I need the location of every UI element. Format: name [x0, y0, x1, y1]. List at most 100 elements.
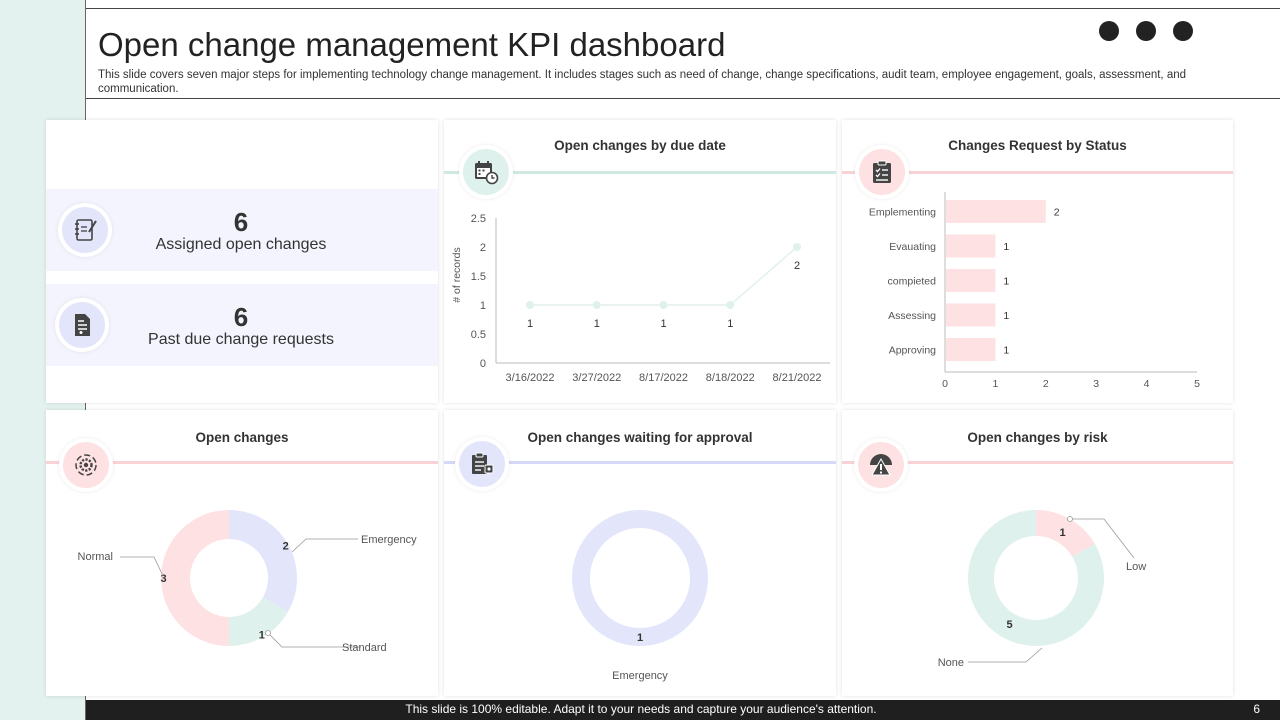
bar: [946, 200, 1046, 223]
panel-accent-line: [842, 461, 1233, 464]
x-tick-label: 3/16/2022: [506, 372, 555, 384]
panel-title: Open changes by risk: [967, 430, 1108, 445]
kpi-card-assigned: 6 Assigned open changes: [46, 189, 438, 271]
category-label: Low: [1126, 561, 1146, 573]
due-date-panel: Open changes by due date 0 0.5 1 1.5 2 2.5 # o…: [444, 120, 836, 403]
line-series: [530, 246, 798, 306]
footer-bar: This slide is 100% editable. Adapt it to…: [86, 700, 1280, 720]
data-label: 1: [1003, 276, 1009, 288]
data-label: 5: [1006, 619, 1012, 631]
category-label: None: [938, 657, 964, 669]
y-tick-label: 2: [480, 242, 486, 254]
x-tick-label: 5: [1194, 378, 1200, 390]
x-tick-label: 4: [1144, 378, 1150, 390]
category-label: Assessing: [888, 310, 936, 322]
open-changes-panel: Open changes 2 1 3 Emergency Standard Normal: [46, 410, 438, 696]
category-label: Emplementing: [869, 207, 936, 219]
page-title: Open change management KPI dashboard: [98, 26, 726, 63]
data-label: 1: [1003, 345, 1009, 357]
page-number: 6: [1253, 702, 1260, 716]
panel-accent-line: [444, 461, 836, 464]
callout-dot: [265, 630, 271, 636]
y-tick-label: 0: [480, 358, 486, 370]
y-tick-label: 2.5: [471, 213, 486, 225]
y-tick-label: 1.5: [471, 271, 486, 283]
x-tick-label: 2: [1043, 378, 1049, 390]
kpi-value: 6: [233, 207, 249, 237]
category-label: Evauating: [889, 241, 936, 253]
bar: [946, 338, 996, 361]
footer-text: This slide is 100% editable. Adapt it to…: [405, 702, 877, 716]
callout-line: [1070, 518, 1135, 559]
data-label: 2: [1054, 207, 1060, 219]
x-tick-label: 8/17/2022: [639, 372, 688, 384]
bar: [946, 234, 996, 258]
donut-slice: [1036, 510, 1095, 557]
donut-slice: [968, 510, 1104, 646]
panel-title: Open changes by due date: [554, 138, 726, 153]
x-tick-label: 3: [1093, 378, 1099, 390]
donut-chart-risk: 1 5 Low None: [938, 510, 1146, 669]
data-label: 2: [794, 260, 800, 272]
y-tick-label: 0.5: [471, 329, 486, 341]
waiting-approval-panel: Open changes waiting for approval 1 Emerg…: [444, 410, 836, 696]
donut-chart-open-changes: 2 1 3 Emergency Standard Normal: [78, 510, 417, 654]
line-point: [659, 301, 668, 309]
gear-cycle-icon: [63, 442, 109, 488]
kpi-panel: 6 Assigned open changes 6 Past due chang…: [46, 120, 438, 403]
data-label: 1: [1003, 241, 1009, 253]
dot-icon: [1173, 21, 1193, 41]
donut-chart-waiting-approval: 1 Emergency: [572, 510, 708, 682]
notebook-pen-icon: [62, 207, 108, 253]
bar: [946, 303, 996, 327]
category-label: Emergency: [612, 670, 668, 682]
panel-title: Open changes: [195, 430, 289, 445]
line-point: [592, 301, 601, 309]
data-label: 1: [594, 318, 600, 330]
data-label: 3: [160, 573, 166, 585]
category-label: Normal: [78, 551, 113, 563]
risk-panel: Open changes by risk 1 5 Low None: [842, 410, 1233, 696]
status-panel: Changes Request by Status Emplementing 2 E…: [842, 120, 1233, 403]
donut-slice: [229, 597, 288, 646]
donut-slice: [572, 510, 708, 646]
callout-dot: [1067, 516, 1073, 522]
warning-triangle-icon: [858, 442, 904, 488]
category-label: compieted: [888, 276, 937, 288]
callout-line: [120, 556, 164, 577]
bar: [946, 269, 996, 292]
panel-accent-line: [842, 171, 1233, 174]
category-label: Approving: [889, 345, 936, 357]
donut-slice: [229, 510, 297, 612]
x-tick-label: 1: [992, 378, 998, 390]
category-label: Standard: [342, 642, 387, 654]
data-label: 2: [283, 540, 289, 552]
panel-title: Open changes waiting for approval: [527, 430, 753, 445]
y-tick-label: 1: [480, 300, 486, 312]
x-tick-label: 0: [942, 378, 948, 390]
line-point: [793, 243, 801, 251]
clipboard-checklist-icon: [859, 149, 905, 195]
data-label: 1: [259, 630, 265, 642]
data-label: 1: [527, 318, 533, 330]
category-label: Emergency: [361, 534, 417, 546]
top-divider: [86, 8, 1280, 9]
callout-line: [291, 538, 358, 553]
page-subtitle: This slide covers seven major steps for …: [98, 69, 1187, 95]
data-label: 1: [660, 318, 666, 330]
callout-line: [968, 647, 1043, 663]
data-label: 1: [1003, 310, 1009, 322]
kpi-label: Past due change requests: [148, 331, 334, 348]
document-icon: [59, 302, 105, 348]
kpi-value: 6: [233, 302, 249, 332]
y-axis-label: # of records: [451, 247, 463, 302]
dot-icon: [1099, 21, 1119, 41]
line-point: [726, 301, 735, 309]
x-tick-label: 3/27/2022: [572, 372, 621, 384]
data-label: 1: [1059, 527, 1065, 539]
data-label: 1: [727, 318, 733, 330]
kpi-label: Assigned open changes: [155, 236, 327, 253]
calendar-clock-icon: [463, 149, 509, 195]
data-label: 1: [637, 632, 643, 644]
bar-chart: Emplementing 2 Evauating 1 compieted 1 Assessi…: [869, 192, 1200, 390]
